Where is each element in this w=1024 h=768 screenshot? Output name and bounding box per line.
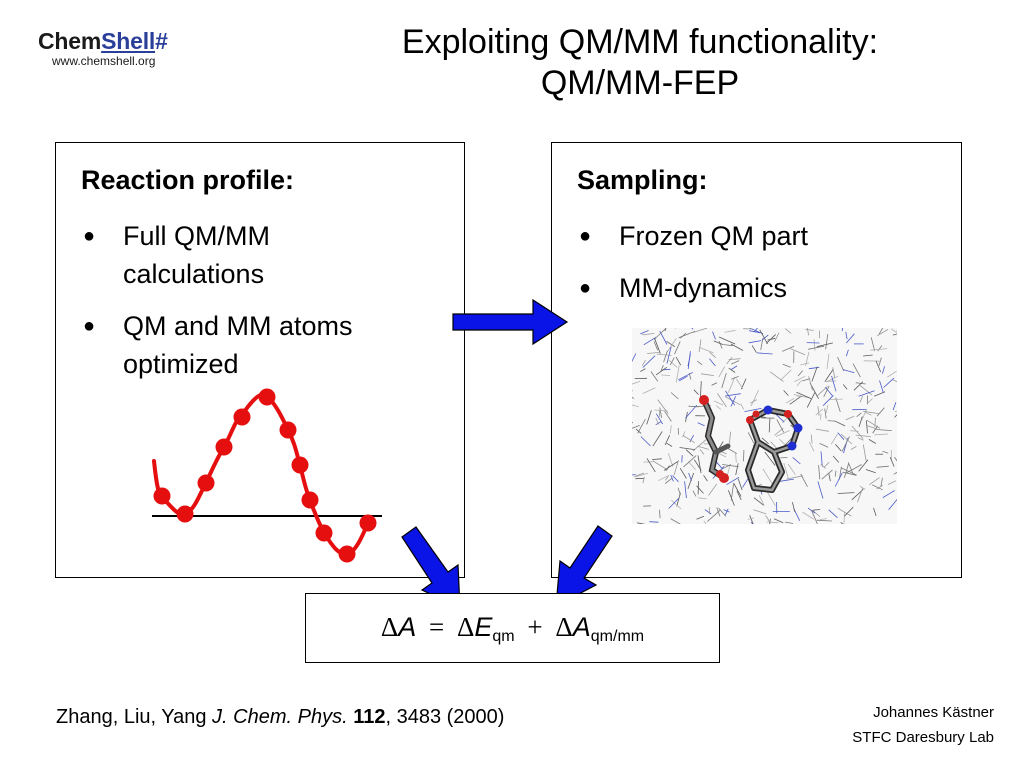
fep-equation-box: ΔA = ΔEqm + ΔAqm/mm xyxy=(305,593,720,663)
citation-journal: J. Chem. Phys. xyxy=(212,706,348,728)
profile-point xyxy=(233,408,251,426)
bullet-item: ● Frozen QM part xyxy=(577,217,808,255)
profile-point xyxy=(291,456,309,474)
bullet-line: Frozen QM part xyxy=(619,221,809,251)
chemshell-logo: ChemShell# www.chemshell.org xyxy=(38,28,198,78)
citation-volume: 112 xyxy=(353,706,386,728)
profile-point xyxy=(315,524,333,542)
author-affiliation: STFC Daresbury Lab xyxy=(852,729,994,746)
citation-authors: Zhang, Liu, Yang xyxy=(56,706,213,728)
eq-equals: = xyxy=(429,612,445,642)
logo-wordmark: ChemShell# xyxy=(38,28,198,54)
profile-points xyxy=(153,388,377,563)
reaction-profile-graph xyxy=(152,388,382,563)
eq-delta: Δ xyxy=(457,612,475,642)
bullet-line: MM-dynamics xyxy=(619,273,788,303)
bullet-dot-icon: ● xyxy=(579,277,592,299)
author-name: Johannes Kästner xyxy=(873,704,994,721)
logo-url: www.chemshell.org xyxy=(52,54,156,68)
eq-sub-qmmm: qm/mm xyxy=(590,628,645,645)
eq-A: A xyxy=(572,612,591,642)
reaction-profile-panel: Reaction profile: ● Full QM/MM calculati… xyxy=(55,142,465,578)
title-line-1: Exploiting QM/MM functionality: xyxy=(401,23,879,61)
bullet-item: ● MM-dynamics xyxy=(577,269,808,307)
reaction-profile-heading: Reaction profile: xyxy=(81,165,295,195)
bullet-item: ● QM and MM atoms optimized xyxy=(81,307,353,383)
eq-E: E xyxy=(474,612,493,642)
logo-hash-text: # xyxy=(155,28,168,54)
profile-point xyxy=(176,505,194,523)
bullet-line: QM and MM atoms xyxy=(123,311,353,341)
eq-delta: Δ xyxy=(380,612,399,642)
profile-point xyxy=(301,491,319,509)
bullet-line: optimized xyxy=(123,349,239,379)
eq-A: A xyxy=(398,612,417,642)
eq-sub-qm: qm xyxy=(492,628,515,645)
profile-point xyxy=(338,545,356,563)
bullet-item: ● Full QM/MM calculations xyxy=(81,217,353,293)
sampling-bullets: ● Frozen QM part ● MM-dynamics xyxy=(577,217,808,321)
molecule-image xyxy=(632,328,897,524)
fep-equation: ΔA = ΔEqm + ΔAqm/mm xyxy=(306,612,719,646)
citation-pages-year: , 3483 (2000) xyxy=(385,706,505,728)
eq-delta: Δ xyxy=(555,612,573,642)
bullet-line: Full QM/MM xyxy=(123,221,270,251)
profile-point xyxy=(279,421,297,439)
logo-shell-text: Shell xyxy=(101,28,156,54)
profile-point xyxy=(359,514,377,532)
eq-plus: + xyxy=(527,612,543,642)
slide-title: Exploiting QM/MM functionality: QM/MM-FE… xyxy=(330,22,950,104)
citation: Zhang, Liu, Yang J. Chem. Phys. 112, 348… xyxy=(56,706,504,729)
bullet-dot-icon: ● xyxy=(83,225,96,247)
bullet-dot-icon: ● xyxy=(83,315,96,337)
bullet-line: calculations xyxy=(123,259,265,289)
author-block: Johannes Kästner STFC Daresbury Lab xyxy=(852,700,994,750)
arrow-down-right-icon xyxy=(401,526,461,609)
arrow-right-icon xyxy=(452,298,569,346)
title-line-2: QM/MM-FEP xyxy=(540,64,740,102)
profile-point xyxy=(197,474,215,492)
profile-point xyxy=(215,438,233,456)
reaction-profile-bullets: ● Full QM/MM calculations ● QM and MM at… xyxy=(81,217,353,397)
qm-region-molecules xyxy=(699,395,803,493)
mm-environment-mesh xyxy=(632,328,897,524)
sampling-heading: Sampling: xyxy=(577,165,708,195)
profile-point xyxy=(258,388,276,406)
bullet-dot-icon: ● xyxy=(579,225,592,247)
logo-chem-text: Chem xyxy=(38,28,102,54)
profile-point xyxy=(153,487,171,505)
